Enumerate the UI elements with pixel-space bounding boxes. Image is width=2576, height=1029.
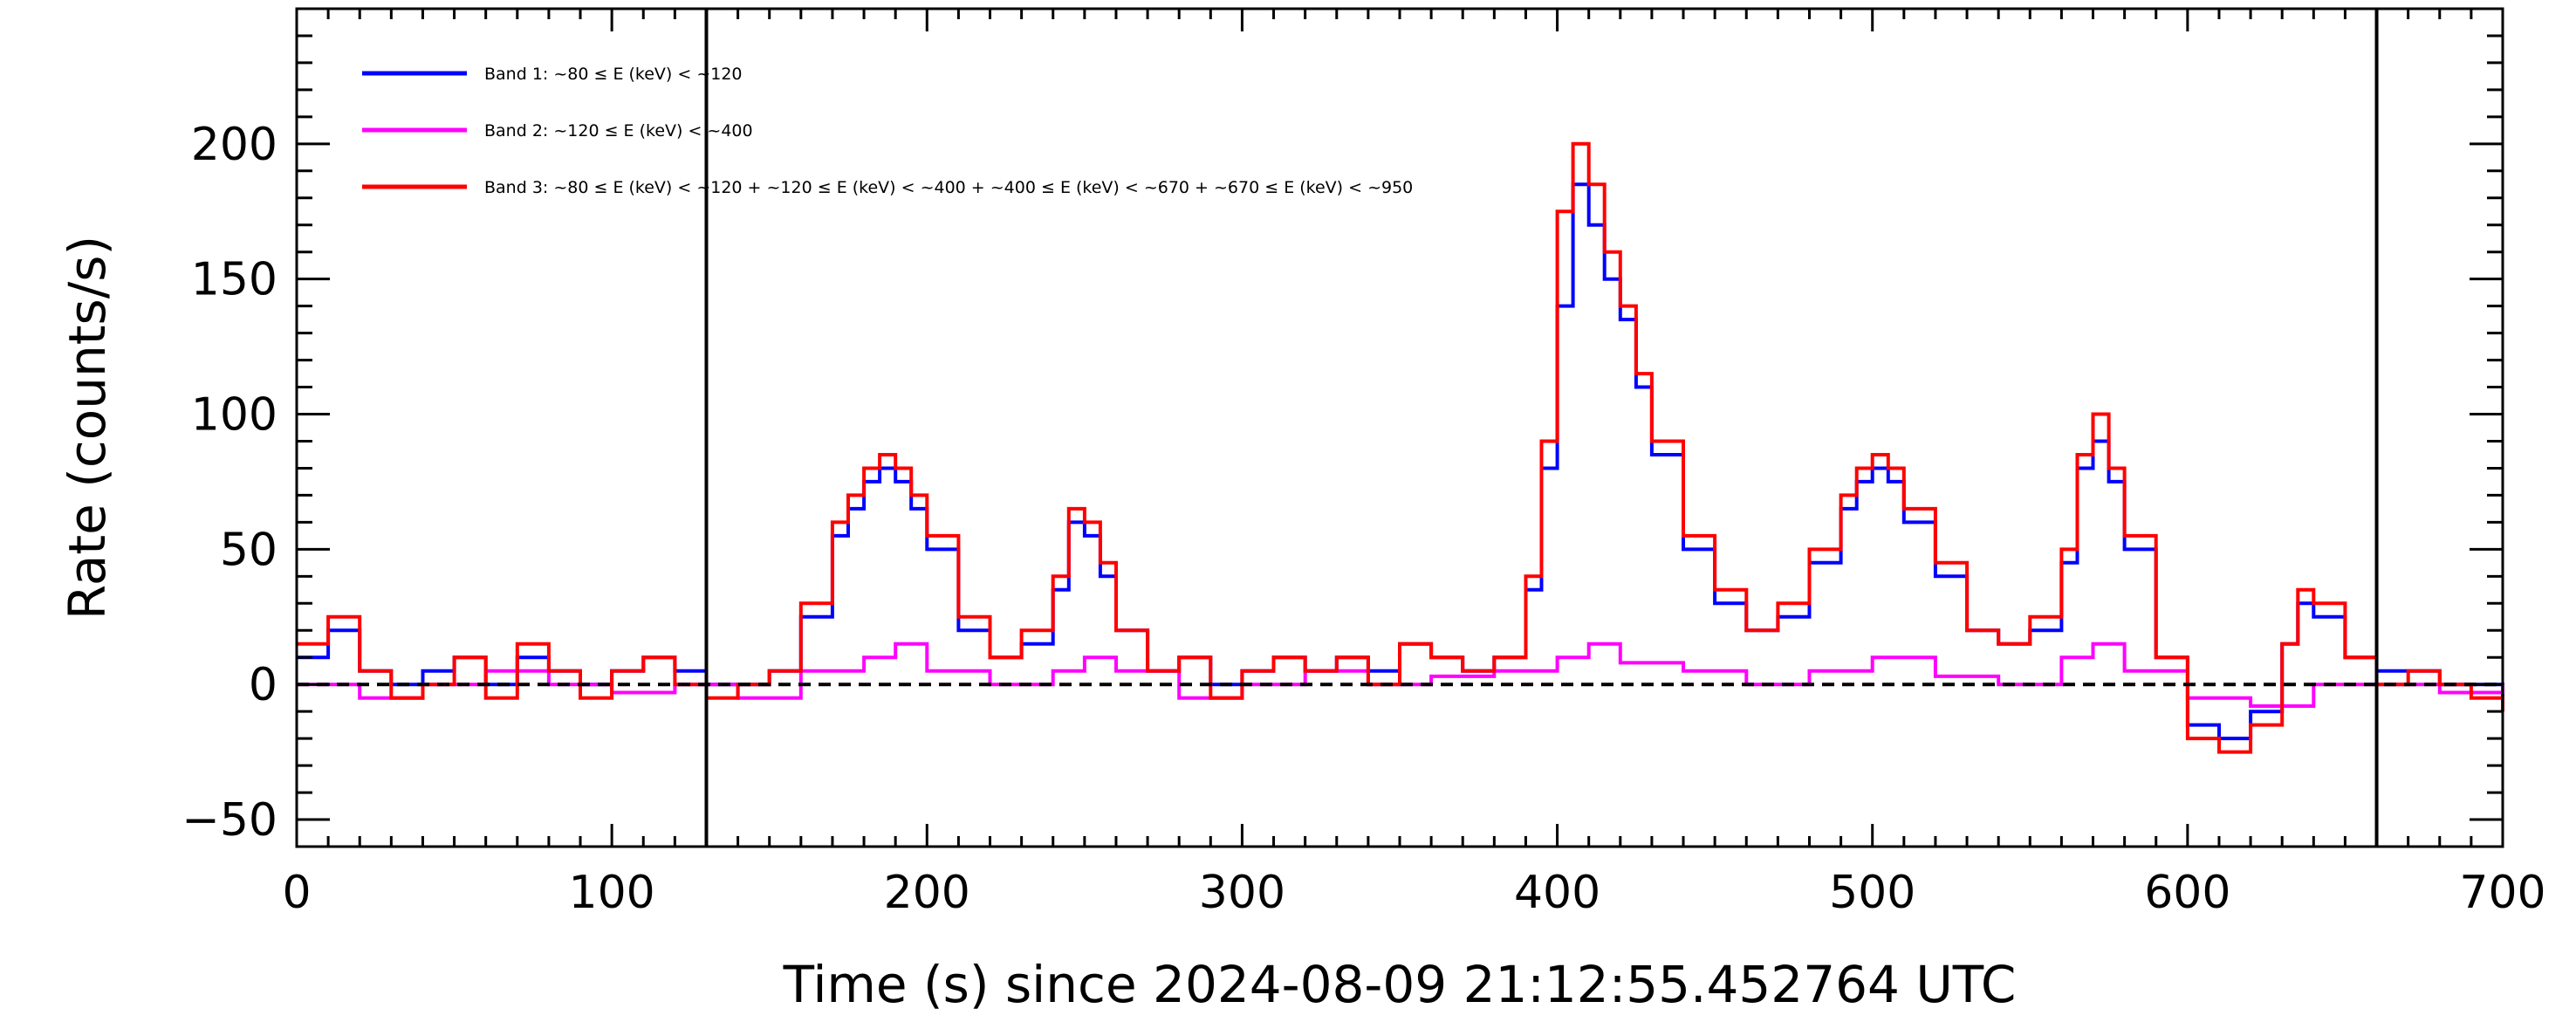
x-axis-ticks: 0 100 200 300 400 500 600 700	[282, 9, 2546, 919]
y-tick-label: 200	[191, 119, 277, 171]
series-3-line	[297, 141, 2504, 754]
x-tick-label: 400	[1514, 867, 1600, 919]
x-tick-label: 200	[884, 867, 970, 919]
reference-lines	[297, 9, 2503, 847]
y-axis-ticks: −50 0 50 100 150 200	[182, 7, 2503, 848]
y-tick-label: 0	[249, 659, 277, 711]
x-tick-label: 500	[1829, 867, 1915, 919]
x-tick-label: 0	[282, 867, 311, 919]
legend-label-3: Band 3: ~80 ≤ E (keV) < ~120 + ~120 ≤ E …	[484, 178, 1413, 197]
x-tick-label: 300	[1199, 867, 1285, 919]
legend-label-1: Band 1: ~80 ≤ E (keV) < ~120	[484, 65, 743, 84]
legend-label-2: Band 2: ~120 ≤ E (keV) < ~400	[484, 121, 753, 141]
y-tick-label: −50	[182, 794, 277, 847]
legend: Band 1: ~80 ≤ E (keV) < ~120 Band 2: ~120…	[362, 65, 1413, 197]
x-tick-label: 700	[2459, 867, 2545, 919]
y-tick-label: 50	[220, 524, 277, 576]
x-tick-label: 100	[569, 867, 655, 919]
series-layer	[297, 141, 2504, 754]
x-tick-label: 600	[2144, 867, 2230, 919]
y-tick-label: 100	[191, 389, 277, 442]
y-tick-label: 150	[191, 254, 277, 306]
x-axis-title: Time (s) since 2024-08-09 21:12:55.45276…	[783, 955, 2017, 1014]
y-axis-title: Rate (counts/s)	[58, 236, 117, 620]
